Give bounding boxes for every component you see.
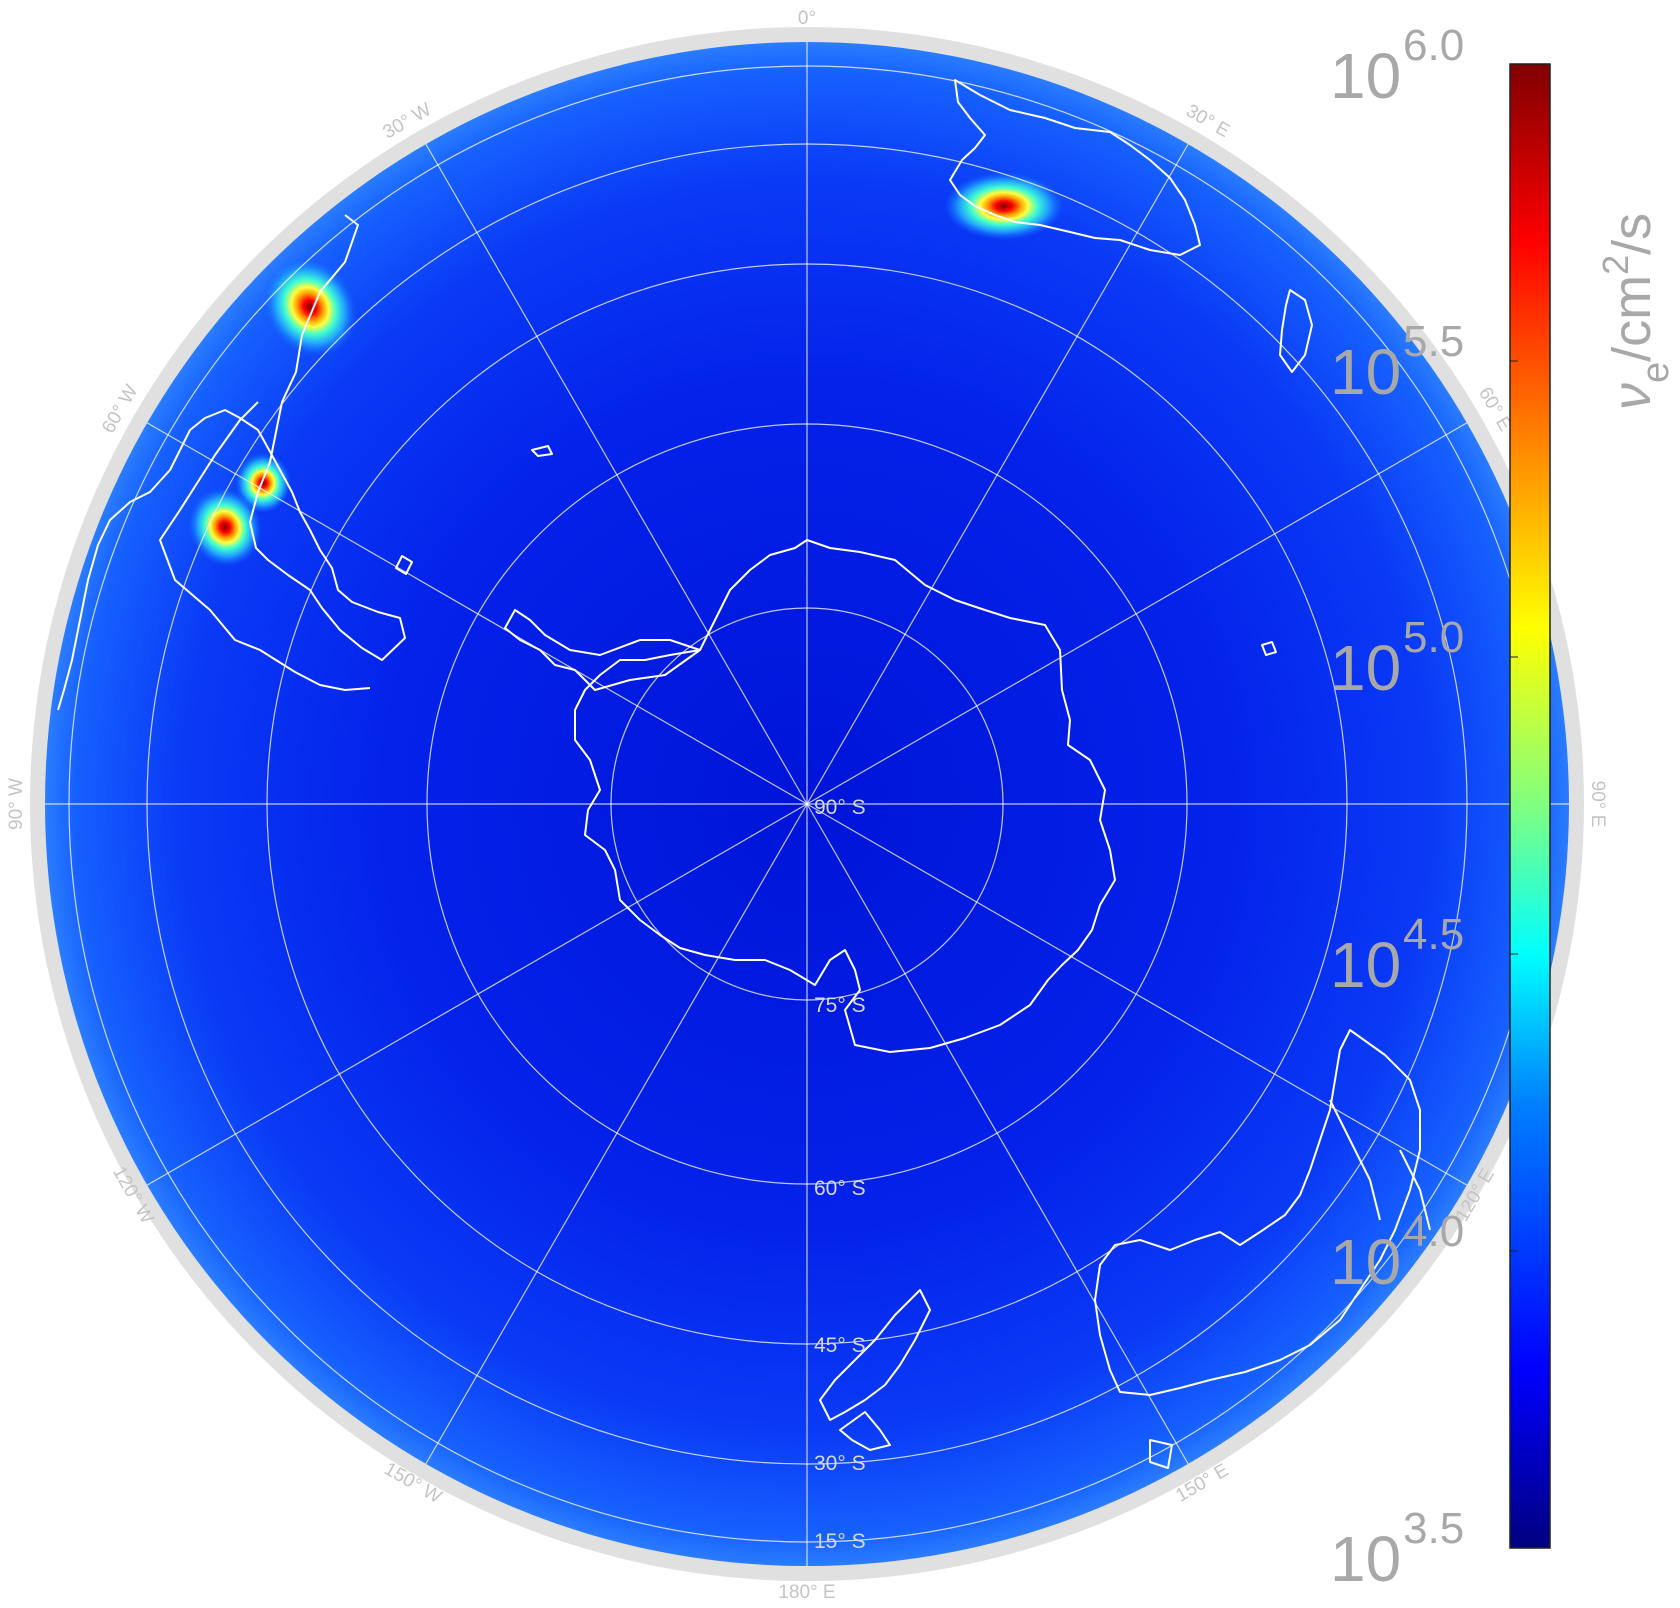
- lat-label-90s: 90° S: [814, 796, 866, 819]
- coast-falklands: [395, 555, 413, 575]
- colorbar-title-unit: /cm: [1602, 275, 1662, 362]
- lon-label-90w: 90° W: [6, 778, 27, 830]
- hotspot-south-america-north: [263, 257, 357, 357]
- coast-south-america-inner: [159, 401, 371, 691]
- colorbar-title-unit-tail: /s: [1602, 213, 1662, 255]
- colorbar-tick-3-5: 10 3.5: [1330, 1504, 1464, 1595]
- lon-label-180e: 180° E: [778, 1582, 835, 1603]
- hotspot-southern-africa: [944, 172, 1064, 240]
- svg-text:10: 10: [1330, 1523, 1401, 1595]
- colorbar: 10 6.0 10 5.5 10 5.0 10 4.5 10 4.0 10 3.…: [1330, 21, 1677, 1595]
- colorbar-tick-4-5: 10 4.5: [1330, 910, 1464, 1001]
- colorbar-gradient: [1509, 63, 1551, 1549]
- coast-madagascar: [1279, 289, 1313, 373]
- colorbar-title-symbol: ν: [1602, 383, 1662, 410]
- svg-text:10: 10: [1330, 632, 1401, 704]
- coast-new-zealand: [819, 1289, 931, 1451]
- coast-south-georgia: [531, 445, 553, 457]
- svg-text:10: 10: [1330, 40, 1401, 112]
- svg-text:10: 10: [1330, 336, 1401, 408]
- colorbar-ticks: [1510, 63, 1518, 1549]
- svg-text:νe/cm2/s: νe/cm2/s: [1595, 213, 1677, 410]
- svg-text:5.0: 5.0: [1403, 613, 1464, 662]
- graticule: [45, 42, 1569, 1566]
- latitude-labels: 90° S 75° S 60° S 45° S 30° S 15° S: [814, 796, 866, 1553]
- svg-text:4.5: 4.5: [1403, 910, 1464, 959]
- svg-text:4.0: 4.0: [1403, 1207, 1464, 1256]
- lon-label-0: 0°: [798, 8, 816, 29]
- coast-south-america: [57, 214, 406, 711]
- lat-label-45s: 45° S: [814, 1334, 866, 1357]
- colorbar-tick-6-0: 10 6.0: [1330, 21, 1464, 112]
- colorbar-title-subscript: e: [1635, 362, 1677, 383]
- svg-text:10: 10: [1330, 1226, 1401, 1298]
- svg-text:6.0: 6.0: [1403, 21, 1464, 70]
- lat-label-75s: 75° S: [814, 994, 866, 1017]
- coast-indonesia: [1329, 1099, 1431, 1231]
- lat-label-30s: 30° S: [814, 1452, 866, 1475]
- coast-tasmania: [1149, 1439, 1173, 1469]
- colorbar-tick-5-0: 10 5.0: [1330, 613, 1464, 704]
- coastlines: [57, 79, 1431, 1469]
- colorbar-tick-4-0: 10 4.0: [1330, 1207, 1464, 1298]
- coast-africa: [949, 79, 1201, 256]
- lat-label-15s: 15° S: [814, 1530, 866, 1553]
- coast-antarctic-peninsula: [504, 609, 701, 691]
- coast-kerguelen: [1261, 641, 1277, 656]
- colorbar-title: νe/cm2/s: [1595, 213, 1677, 410]
- coast-antarctica: [574, 539, 1116, 1053]
- svg-text:3.5: 3.5: [1403, 1504, 1464, 1553]
- colorbar-title-unit-exp: 2: [1595, 255, 1636, 275]
- colorbar-tick-5-5: 10 5.5: [1330, 317, 1464, 408]
- svg-text:10: 10: [1330, 929, 1401, 1001]
- coast-australia: [1094, 1029, 1421, 1396]
- lat-label-60s: 60° S: [814, 1177, 866, 1200]
- hotspot-south-america-south: [188, 487, 262, 567]
- svg-text:5.5: 5.5: [1403, 317, 1464, 366]
- lon-label-90e: 90° E: [1587, 781, 1608, 828]
